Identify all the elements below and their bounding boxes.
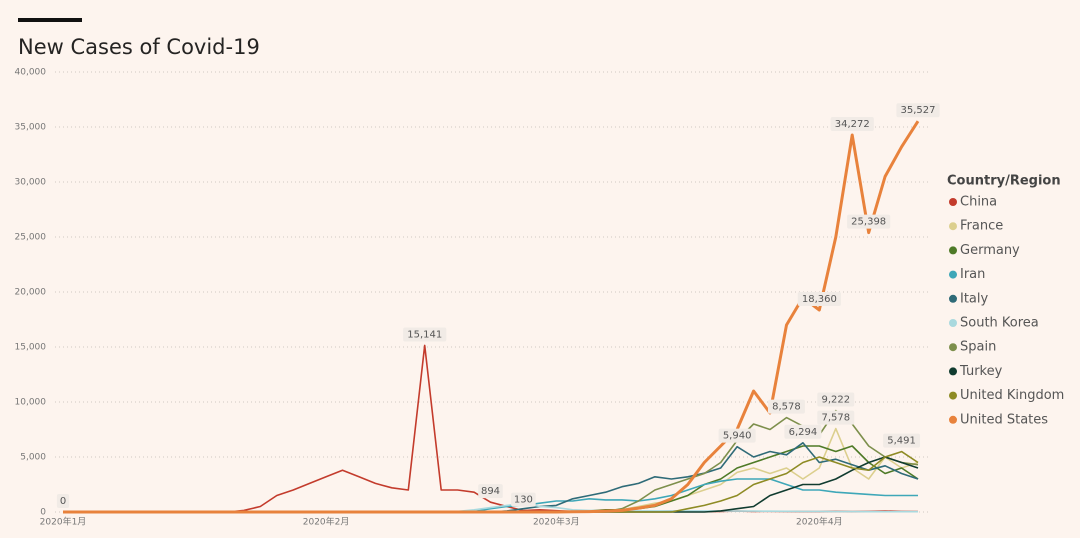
legend-swatch	[949, 222, 957, 231]
legend-swatch	[949, 319, 957, 327]
x-tick-label: 2020年1月	[40, 516, 87, 528]
data-label-bg	[56, 494, 70, 508]
data-label: 894	[481, 486, 500, 497]
legend-label: Germany	[960, 243, 1020, 258]
x-tick-label: 2020年4月	[796, 516, 843, 528]
x-tick-label: 2020年3月	[533, 516, 580, 528]
y-tick-label: 20,000	[15, 288, 47, 298]
data-label-bg	[817, 410, 855, 425]
legend-swatch	[949, 198, 957, 206]
legend-label: China	[960, 195, 997, 210]
data-label-bg	[797, 292, 841, 307]
data-label: 5,491	[887, 436, 916, 447]
data-label: 8,578	[772, 402, 801, 413]
data-label-bg	[767, 399, 805, 414]
legend-label: Iran	[960, 267, 985, 282]
legend-label: Spain	[960, 340, 996, 355]
series-line	[63, 120, 920, 514]
title-bar	[18, 18, 82, 22]
data-label-bg	[718, 428, 756, 443]
data-label: 0	[60, 496, 66, 507]
data-label-bg	[784, 424, 822, 439]
y-tick-label: 15,000	[15, 343, 47, 353]
legend-title: Country/Region	[947, 174, 1061, 189]
data-label-bg	[896, 103, 940, 118]
legend-label: United Kingdom	[960, 388, 1064, 403]
y-tick-label: 0	[40, 508, 46, 518]
x-tick-label: 2020年2月	[303, 516, 350, 528]
y-tick-label: 5,000	[20, 453, 46, 463]
y-tick-label: 10,000	[15, 398, 47, 408]
data-label-bg	[883, 433, 921, 448]
data-label: 18,360	[802, 294, 837, 305]
legend-swatch	[949, 367, 957, 376]
data-label: 130	[514, 495, 533, 506]
chart-title: New Cases of Covid-19	[18, 35, 260, 59]
y-tick-label: 30,000	[15, 178, 47, 188]
data-label-bg	[817, 392, 855, 407]
legend-label: France	[960, 219, 1003, 234]
data-label-bg	[403, 327, 447, 342]
y-tick-label: 35,000	[15, 123, 47, 133]
legend-label: Turkey	[959, 364, 1003, 379]
data-label: 9,222	[821, 395, 850, 406]
data-label: 35,527	[901, 105, 936, 116]
legend-swatch	[949, 343, 957, 352]
data-label-bg	[847, 214, 891, 229]
legend-swatch	[949, 391, 957, 400]
data-label-bg	[830, 117, 874, 132]
series-line	[63, 427, 919, 513]
legend-swatch	[949, 294, 957, 303]
legend-label: South Korea	[960, 316, 1039, 331]
data-label: 7,578	[821, 413, 850, 424]
data-label-bg	[478, 484, 503, 499]
legend-swatch	[949, 246, 957, 255]
legend-swatch	[949, 270, 957, 279]
y-tick-label: 25,000	[15, 233, 47, 243]
y-tick-label: 40,000	[15, 68, 47, 78]
data-label: 5,940	[723, 431, 752, 442]
data-label: 25,398	[851, 217, 886, 228]
legend-label: Italy	[960, 291, 989, 306]
data-label: 34,272	[835, 119, 870, 130]
data-label-bg	[511, 492, 536, 507]
legend-label: United States	[960, 412, 1048, 427]
legend-swatch	[949, 415, 957, 424]
data-label: 6,294	[789, 427, 818, 438]
data-label: 15,141	[407, 329, 442, 340]
